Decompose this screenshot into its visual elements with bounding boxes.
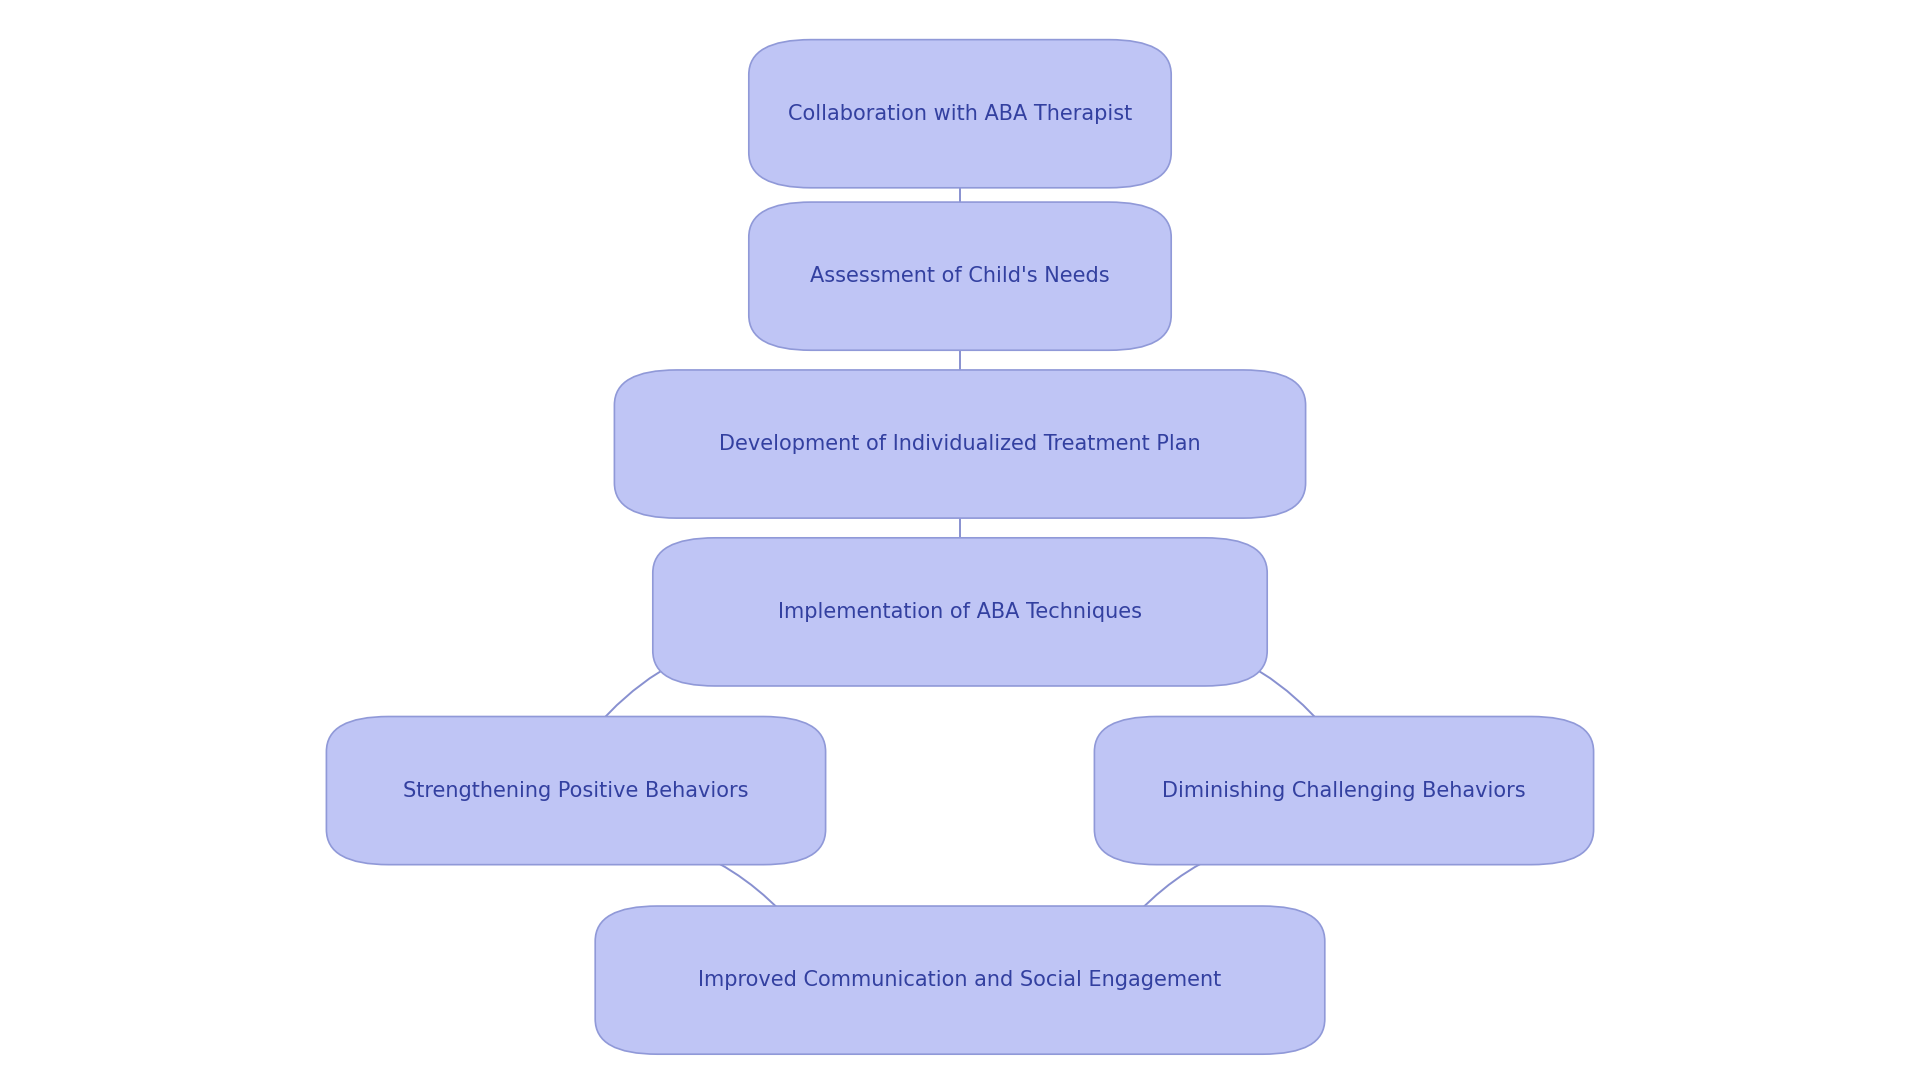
FancyBboxPatch shape [595,906,1325,1054]
FancyBboxPatch shape [653,538,1267,686]
Text: Assessment of Child's Needs: Assessment of Child's Needs [810,266,1110,286]
FancyBboxPatch shape [1094,717,1594,864]
FancyBboxPatch shape [749,203,1171,350]
Text: Diminishing Challenging Behaviors: Diminishing Challenging Behaviors [1162,781,1526,800]
FancyBboxPatch shape [326,717,826,864]
FancyBboxPatch shape [749,40,1171,187]
Text: Collaboration with ABA Therapist: Collaboration with ABA Therapist [787,104,1133,123]
FancyBboxPatch shape [614,370,1306,518]
Text: Strengthening Positive Behaviors: Strengthening Positive Behaviors [403,781,749,800]
Text: Implementation of ABA Techniques: Implementation of ABA Techniques [778,602,1142,622]
Text: Improved Communication and Social Engagement: Improved Communication and Social Engage… [699,970,1221,990]
Text: Development of Individualized Treatment Plan: Development of Individualized Treatment … [720,434,1200,454]
